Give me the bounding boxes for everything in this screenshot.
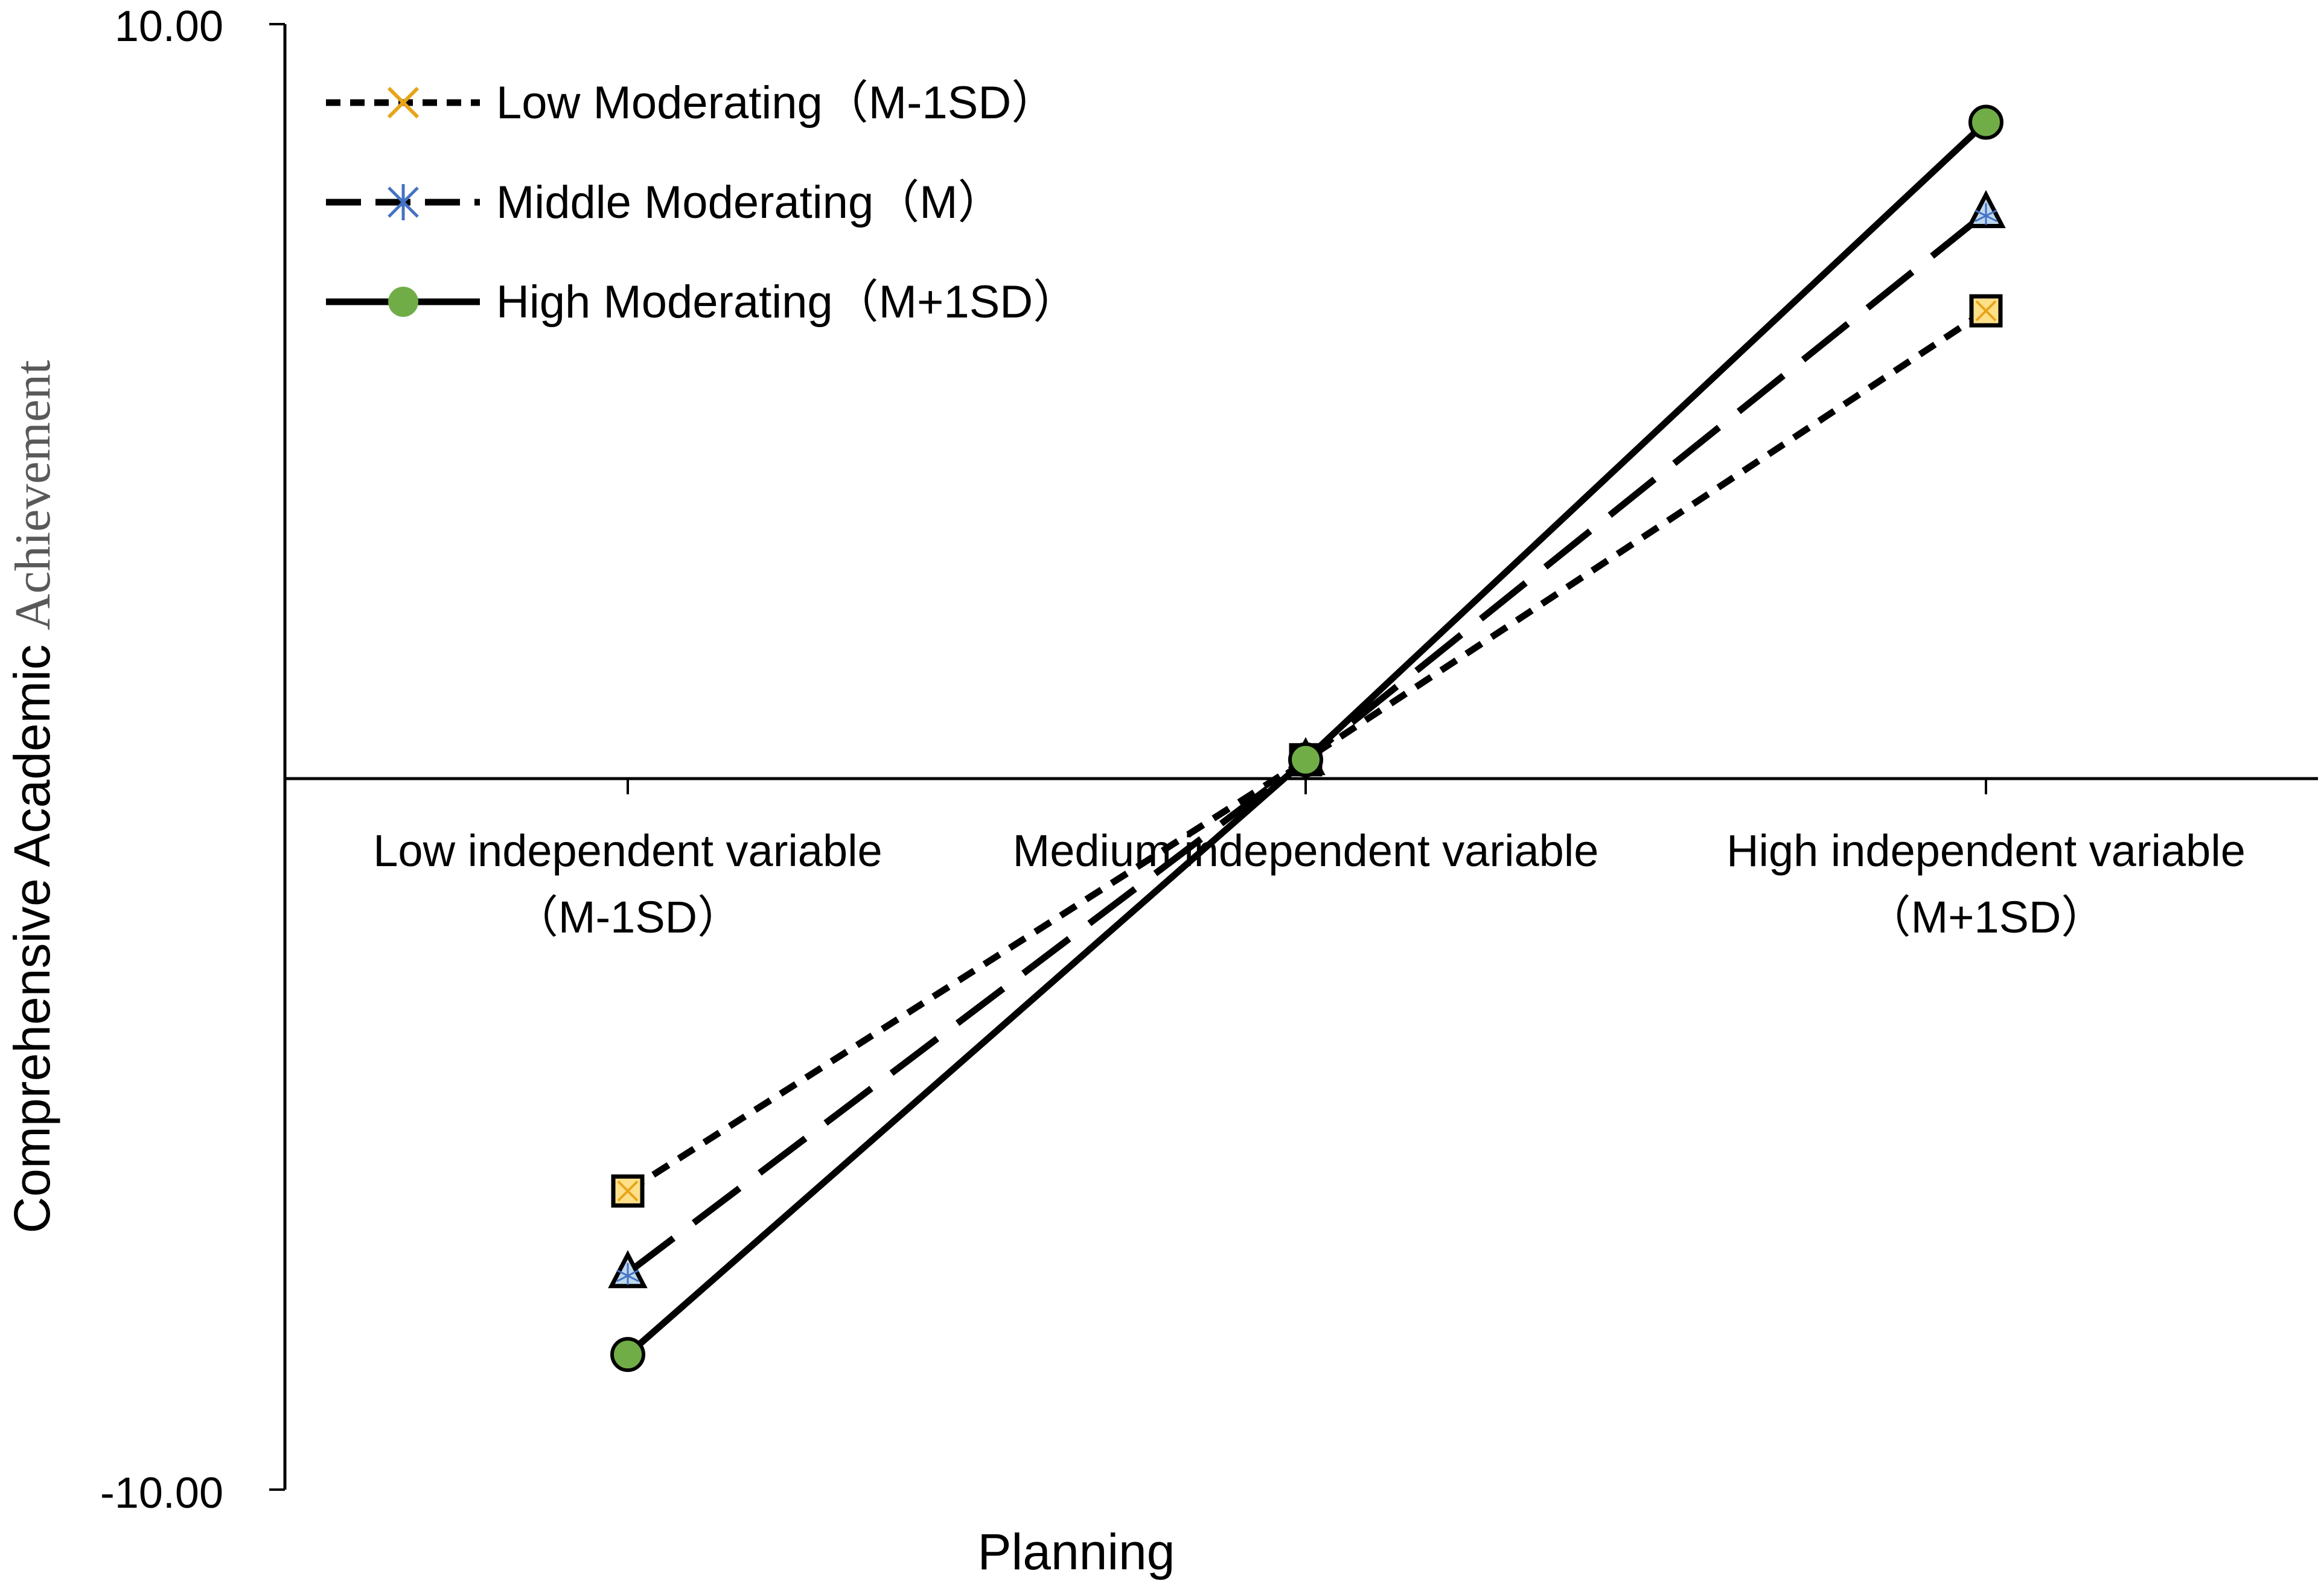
- series-2-point-1-circle: [1288, 742, 1323, 777]
- series-1-point-0-asterisk: [616, 1263, 639, 1285]
- legend-x-icon-0: [387, 86, 420, 119]
- x-category-label-medium: Medium independent variable: [1013, 826, 1599, 876]
- series-1-point-2-asterisk: [1974, 203, 1997, 225]
- series-0-point-0-cross: [617, 1180, 639, 1202]
- series-2-point-0: [610, 1337, 645, 1373]
- x-category-label-high: High independent variable: [1726, 826, 2246, 876]
- legend: Low Moderating（M-1SD） Middle Moderating（M…: [326, 77, 1079, 328]
- plot-area: [608, 104, 2006, 1373]
- y-axis-label-tail: Achievement: [5, 360, 61, 631]
- y-axis-label: Comprehensive Academic Achievement: [4, 360, 61, 1234]
- x-category-labels: Low independent variable （M-1SD） Medium …: [373, 826, 2246, 942]
- legend-label-2: High Moderating（M+1SD）: [496, 276, 1079, 328]
- legend-label-1: Middle Moderating（M）: [496, 177, 1004, 228]
- y-tick-label-max: 10.00: [115, 2, 223, 51]
- legend-item-0: Low Moderating（M-1SD）: [326, 77, 1057, 129]
- series-0-point-0: [611, 1174, 645, 1208]
- series-2-point-0-circle: [610, 1337, 645, 1373]
- legend-asterisk-icon-1: [388, 184, 419, 220]
- x-axis-label: Planning: [978, 1523, 1175, 1580]
- legend-label-0: Low Moderating（M-1SD）: [496, 77, 1057, 129]
- series-2-point-2: [1968, 104, 2003, 140]
- x-category-label-low: Low independent variable: [373, 826, 882, 876]
- series-2-point-1: [1288, 742, 1323, 777]
- x-category-label-low-sub: （M-1SD）: [514, 892, 742, 942]
- series-0-point-2-cross: [1975, 300, 1997, 322]
- legend-item-1: Middle Moderating（M）: [326, 177, 1004, 228]
- y-tick-label-min: -10.00: [100, 1469, 223, 1517]
- legend-item-2: High Moderating（M+1SD）: [326, 276, 1079, 328]
- x-category-label-high-sub: （M+1SD）: [1866, 892, 2106, 942]
- series-1-point-0: [608, 1250, 648, 1289]
- series-1-point-2: [1966, 190, 2006, 228]
- series-0-point-2: [1969, 294, 2003, 328]
- axes: [269, 23, 2318, 1491]
- legend-circle-icon-2: [388, 287, 418, 317]
- y-axis-label-main: Comprehensive Academic: [4, 630, 60, 1233]
- series-2-point-2-circle: [1968, 104, 2003, 140]
